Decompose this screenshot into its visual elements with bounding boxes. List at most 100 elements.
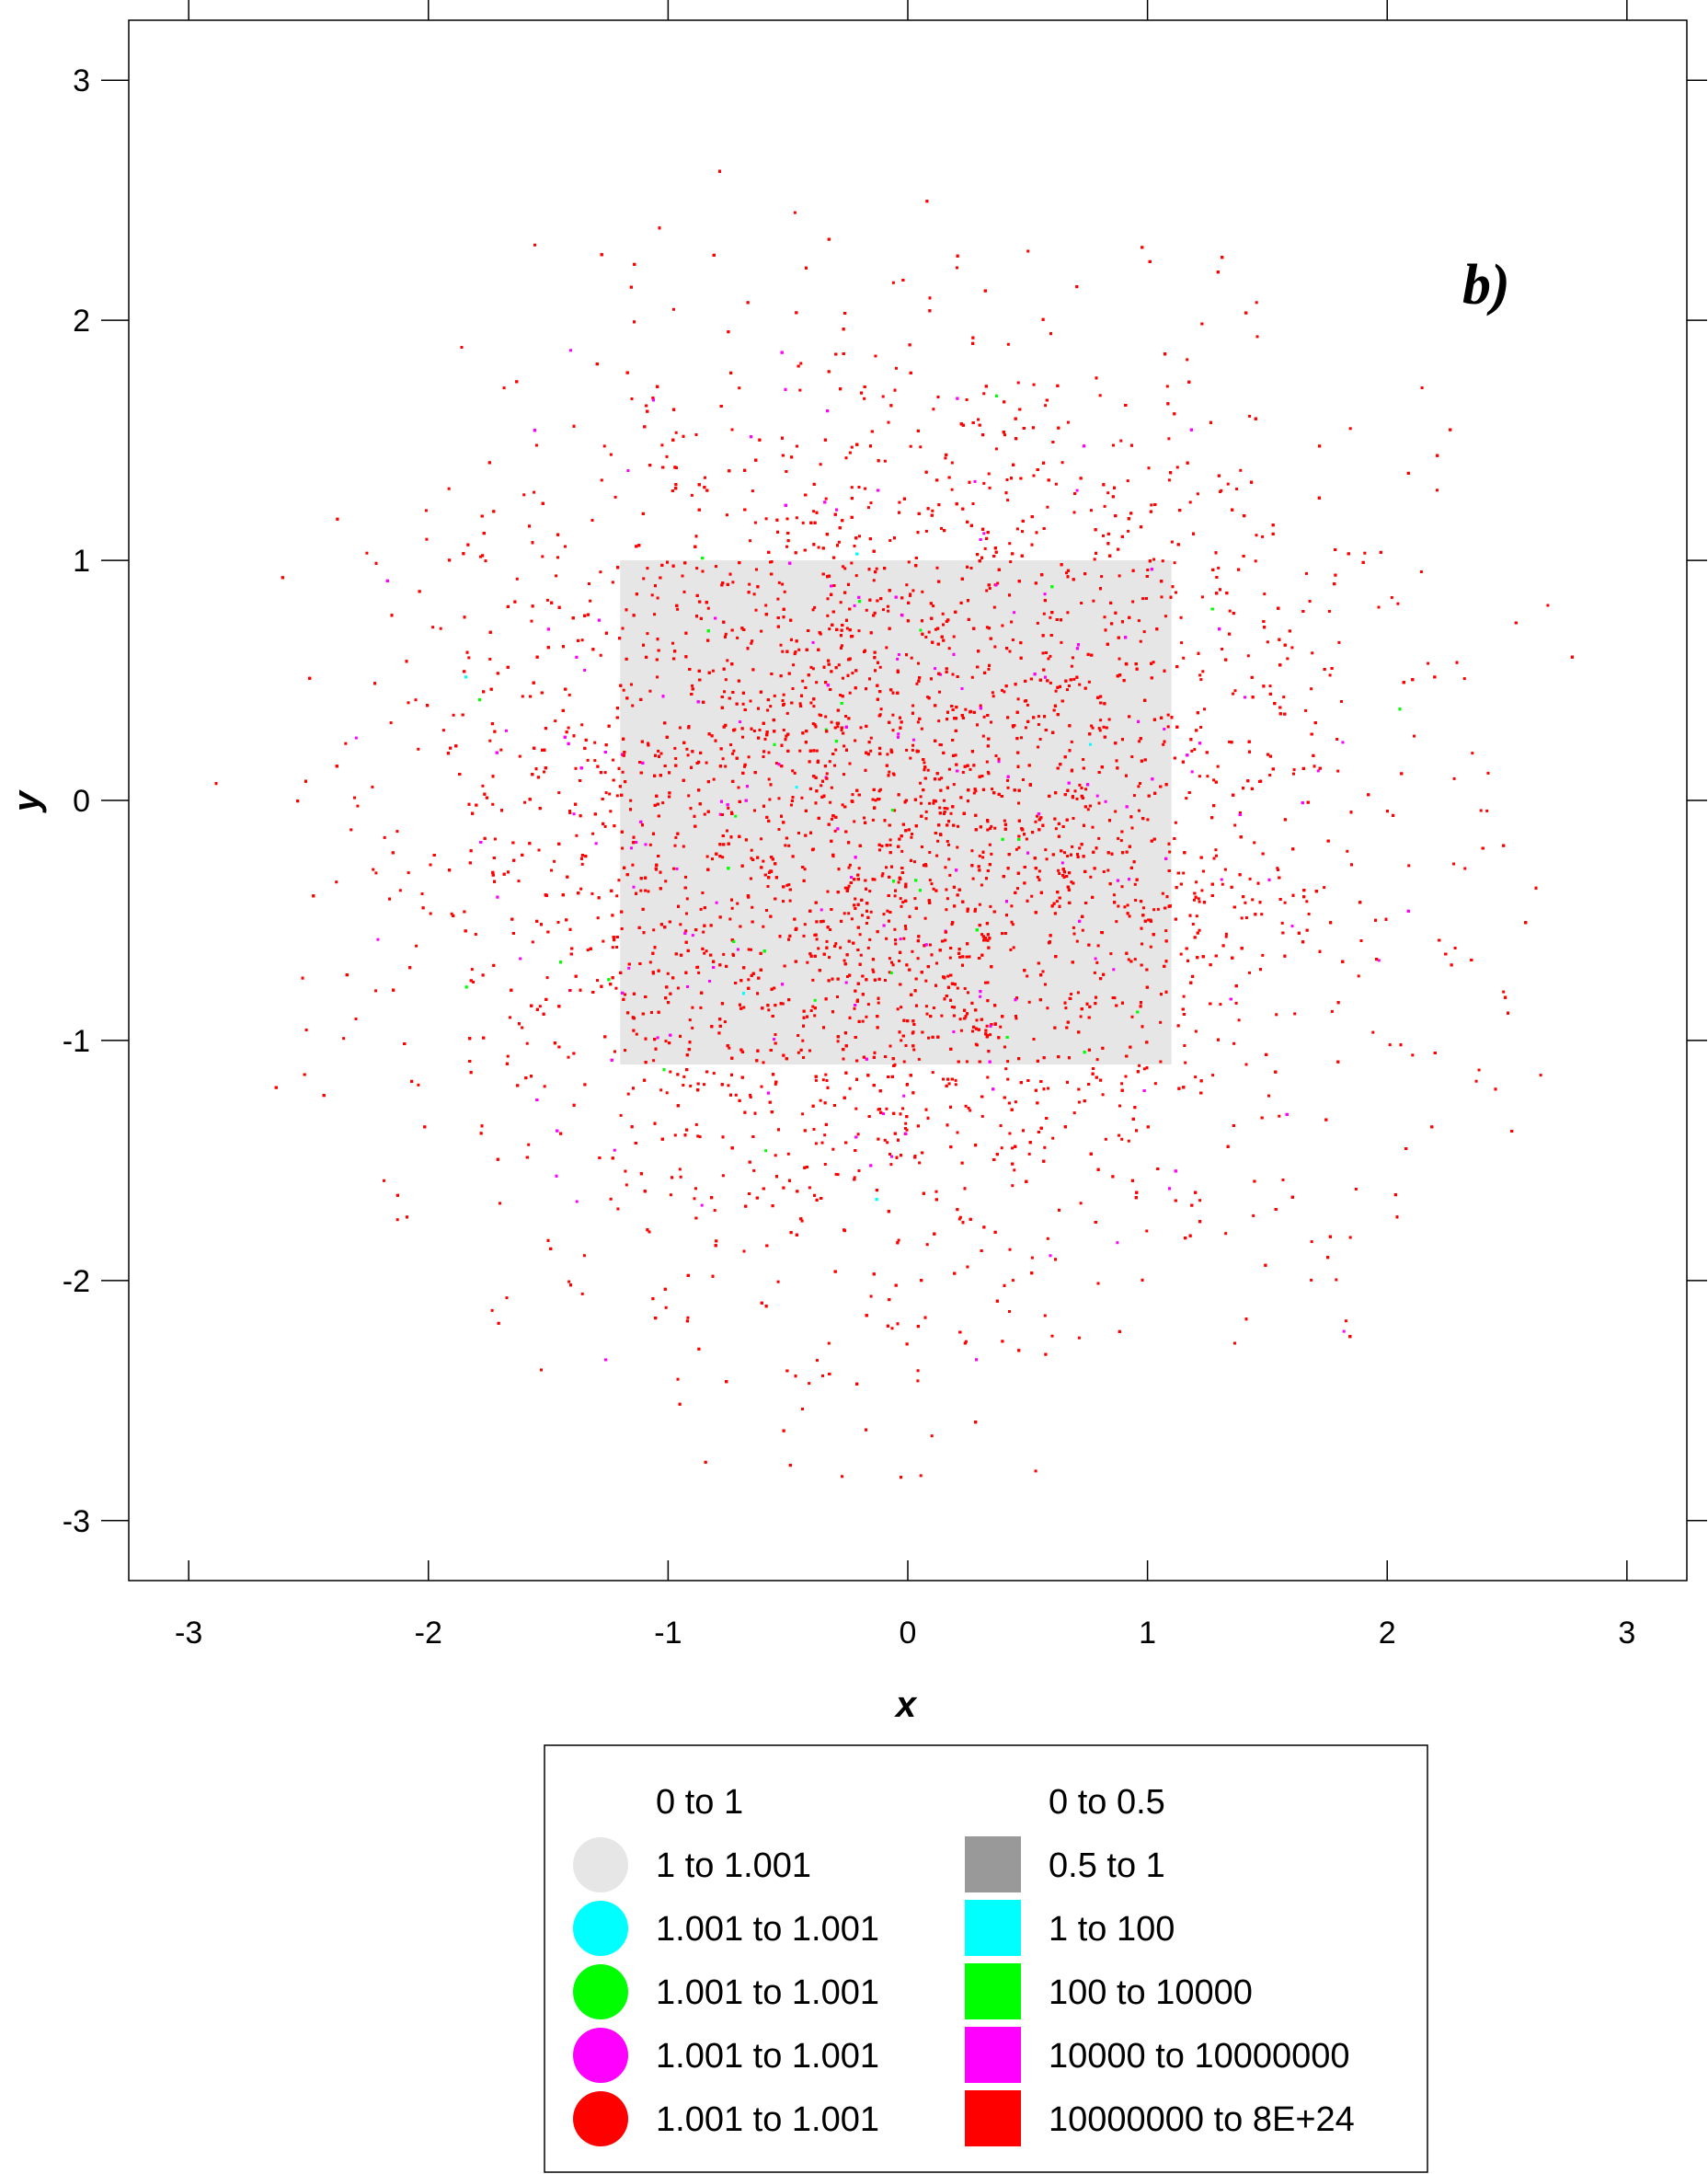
data-point bbox=[1163, 728, 1166, 730]
data-point bbox=[674, 757, 678, 760]
data-point bbox=[817, 947, 820, 950]
data-point bbox=[944, 456, 947, 460]
data-point bbox=[982, 715, 986, 719]
data-point bbox=[1462, 677, 1466, 681]
data-point bbox=[886, 604, 889, 608]
data-point bbox=[1452, 776, 1456, 780]
data-point bbox=[752, 730, 756, 732]
data-point bbox=[988, 843, 992, 846]
data-point bbox=[797, 1034, 800, 1037]
data-point bbox=[609, 453, 613, 456]
data-point bbox=[596, 916, 600, 920]
data-point bbox=[389, 721, 393, 725]
data-point bbox=[997, 760, 1001, 764]
data-point bbox=[1090, 724, 1094, 728]
data-point bbox=[1223, 868, 1227, 871]
data-point bbox=[927, 630, 931, 634]
data-point bbox=[874, 799, 877, 802]
data-point bbox=[441, 729, 445, 732]
data-point bbox=[599, 570, 602, 574]
data-point bbox=[1161, 891, 1164, 895]
data-point bbox=[706, 606, 710, 610]
data-point bbox=[1050, 1334, 1054, 1338]
data-point bbox=[999, 1025, 1003, 1029]
data-point bbox=[958, 1018, 962, 1021]
data-point bbox=[1239, 811, 1242, 814]
data-point bbox=[856, 1133, 860, 1136]
data-point bbox=[853, 1006, 856, 1010]
data-point bbox=[1234, 1001, 1238, 1005]
data-point bbox=[713, 1209, 716, 1213]
data-point bbox=[656, 1036, 659, 1040]
data-point bbox=[1215, 854, 1218, 857]
data-point bbox=[809, 1009, 813, 1012]
data-point bbox=[1024, 726, 1027, 730]
data-point bbox=[947, 647, 951, 650]
data-point bbox=[909, 444, 912, 448]
data-point bbox=[344, 742, 348, 745]
data-point bbox=[705, 761, 708, 765]
data-point bbox=[1263, 592, 1267, 596]
data-point bbox=[1027, 1000, 1031, 1004]
data-point bbox=[808, 1382, 811, 1386]
data-point bbox=[665, 1091, 669, 1095]
data-point bbox=[905, 1128, 909, 1132]
data-point bbox=[1072, 656, 1074, 660]
data-point bbox=[1046, 505, 1049, 509]
data-point bbox=[1126, 903, 1129, 907]
data-point bbox=[828, 627, 831, 631]
data-point bbox=[1396, 602, 1400, 605]
data-point bbox=[978, 903, 981, 906]
data-point bbox=[652, 1059, 656, 1063]
data-point bbox=[801, 521, 805, 524]
data-point bbox=[580, 862, 584, 866]
data-point bbox=[657, 749, 660, 753]
data-point bbox=[470, 968, 474, 972]
data-point bbox=[782, 693, 785, 696]
data-point bbox=[589, 599, 592, 603]
data-point bbox=[979, 995, 982, 998]
data-point bbox=[853, 820, 856, 823]
data-point bbox=[1038, 738, 1042, 741]
data-point bbox=[517, 880, 521, 883]
data-point bbox=[1079, 1015, 1083, 1018]
data-point bbox=[1162, 742, 1165, 746]
data-point bbox=[891, 772, 895, 776]
data-point bbox=[703, 812, 706, 816]
data-point bbox=[721, 1174, 725, 1178]
data-point bbox=[554, 719, 557, 723]
data-point bbox=[522, 493, 526, 497]
data-point bbox=[519, 957, 522, 960]
data-point bbox=[783, 590, 786, 593]
data-point bbox=[1003, 433, 1006, 437]
data-point bbox=[1054, 482, 1058, 486]
data-point bbox=[928, 801, 932, 805]
data-point bbox=[954, 753, 957, 757]
data-point bbox=[932, 604, 935, 608]
data-point bbox=[1100, 575, 1104, 579]
data-point bbox=[812, 1128, 816, 1131]
data-point bbox=[1182, 656, 1186, 660]
data-point bbox=[1014, 847, 1018, 851]
data-point bbox=[1193, 748, 1197, 752]
data-point bbox=[674, 835, 678, 839]
data-point bbox=[1047, 657, 1050, 661]
data-point bbox=[1150, 503, 1153, 507]
data-point bbox=[1195, 914, 1198, 918]
data-point bbox=[800, 796, 804, 799]
data-point bbox=[1037, 723, 1040, 726]
data-point bbox=[1010, 904, 1014, 908]
data-point bbox=[880, 845, 884, 848]
data-point bbox=[1276, 867, 1279, 870]
data-point bbox=[959, 1029, 963, 1032]
data-point bbox=[1103, 504, 1106, 508]
data-point bbox=[831, 1147, 835, 1151]
data-point bbox=[753, 521, 757, 524]
data-point bbox=[931, 1071, 934, 1075]
data-point bbox=[1009, 948, 1013, 951]
data-point bbox=[776, 597, 780, 601]
data-point bbox=[1305, 571, 1308, 575]
data-point bbox=[824, 497, 828, 500]
data-point bbox=[648, 843, 652, 846]
data-point bbox=[881, 395, 885, 398]
